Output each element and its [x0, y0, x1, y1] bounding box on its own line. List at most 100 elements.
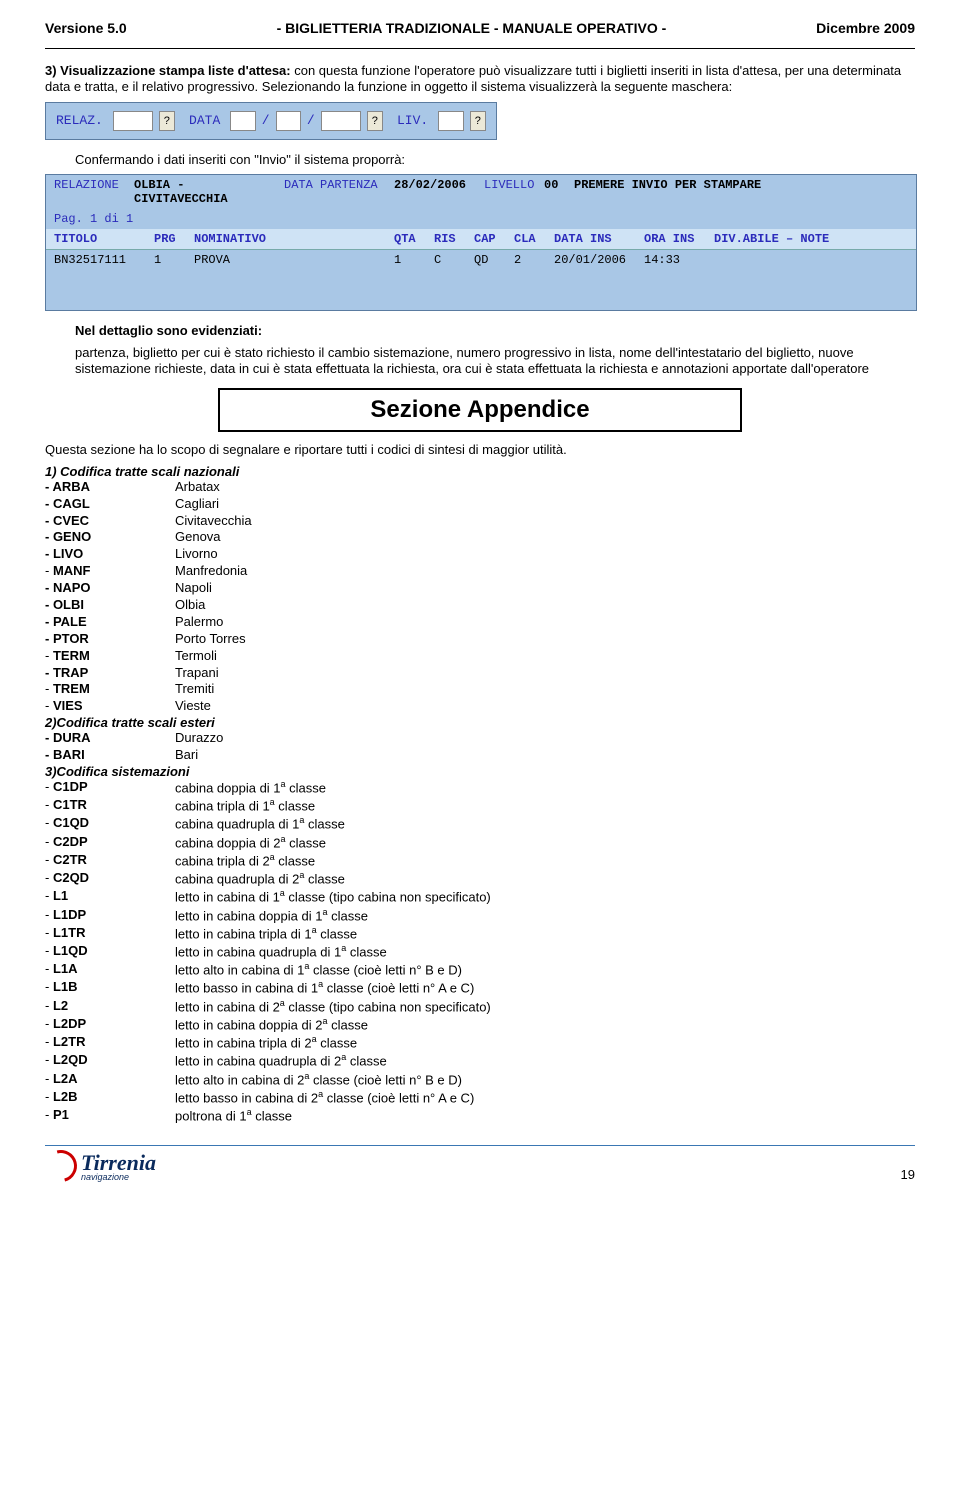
confirm-paragraph: Confermando i dati inseriti con "Invio" …: [75, 152, 915, 168]
code-value: - TRAP: [45, 665, 175, 682]
code-row: - L2Aletto alto in cabina di 2a classe (…: [45, 1071, 915, 1089]
section-2-title: 2)Codifica tratte scali esteri: [45, 715, 915, 730]
code-label: letto in cabina quadrupla di 1a classe: [175, 943, 387, 961]
tirrenia-logo: Tirrenia navigazione: [45, 1150, 156, 1182]
code-label: cabina quadrupla di 1a classe: [175, 815, 345, 833]
code-value: - C1QD: [45, 815, 175, 833]
code-label: Termoli: [175, 648, 217, 665]
code-label: Palermo: [175, 614, 223, 631]
code-row: - L1letto in cabina di 1a classe (tipo c…: [45, 888, 915, 906]
code-label: letto in cabina doppia di 2a classe: [175, 1016, 368, 1034]
code-label: Genova: [175, 529, 221, 546]
code-label: Napoli: [175, 580, 212, 597]
help-icon[interactable]: ?: [470, 111, 486, 131]
code-row: - L1Bletto basso in cabina di 1a classe …: [45, 979, 915, 997]
logo-swoosh-icon: [39, 1144, 83, 1188]
code-value: - L1TR: [45, 925, 175, 943]
mask1-day-field[interactable]: [230, 111, 255, 131]
code-row: - ARBAArbatax: [45, 479, 915, 496]
code-label: Olbia: [175, 597, 205, 614]
code-label: Cagliari: [175, 496, 219, 513]
national-codes-list: - ARBAArbatax- CAGLCagliari- CVECCivitav…: [45, 479, 915, 715]
code-row: - BARIBari: [45, 747, 915, 764]
code-value: - TREM: [45, 681, 175, 698]
m2-dp-lbl: DATA PARTENZA: [284, 178, 394, 192]
code-row: - C1QDcabina quadrupla di 1a classe: [45, 815, 915, 833]
input-mask-1: RELAZ. ? DATA / / ? LIV. ?: [45, 102, 497, 140]
code-row: - P1poltrona di 1a classe: [45, 1107, 915, 1125]
m2-cell: 1: [154, 253, 194, 267]
m2-cell: C: [434, 253, 474, 267]
code-value: - DURA: [45, 730, 175, 747]
accommodation-codes-list: - C1DPcabina doppia di 1a classe- C1TRca…: [45, 779, 915, 1125]
page-header: Versione 5.0 - BIGLIETTERIA TRADIZIONALE…: [45, 20, 915, 36]
code-label: Livorno: [175, 546, 218, 563]
code-label: letto in cabina di 1a classe (tipo cabin…: [175, 888, 491, 906]
m2-col-header: DATA INS: [554, 232, 644, 246]
p3-title: 3) Visualizzazione stampa liste d'attesa…: [45, 63, 291, 78]
code-row: - CVECCivitavecchia: [45, 513, 915, 530]
code-row: - L2DPletto in cabina doppia di 2a class…: [45, 1016, 915, 1034]
m2-cell: 1: [394, 253, 434, 267]
m2-cell: QD: [474, 253, 514, 267]
code-label: cabina tripla di 1a classe: [175, 797, 315, 815]
mask1-liv-field[interactable]: [438, 111, 463, 131]
code-label: Bari: [175, 747, 198, 764]
m2-liv-val: 00: [544, 178, 574, 192]
code-label: letto basso in cabina di 1a classe (cioè…: [175, 979, 474, 997]
code-row: - TREMTremiti: [45, 681, 915, 698]
help-icon[interactable]: ?: [159, 111, 175, 131]
section-3-title: 3)Codifica sistemazioni: [45, 764, 915, 779]
code-value: - C2TR: [45, 852, 175, 870]
code-value: - L2B: [45, 1089, 175, 1107]
code-label: letto in cabina quadrupla di 2a classe: [175, 1052, 387, 1070]
code-row: - C2QDcabina quadrupla di 2a classe: [45, 870, 915, 888]
m2-liv-lbl: LIVELLO: [484, 178, 544, 192]
m2-dp-val: 28/02/2006: [394, 178, 484, 192]
m2-pag: Pag. 1 di 1: [54, 212, 133, 226]
m2-rel-val: OLBIA - CIVITAVECCHIA: [134, 178, 284, 206]
code-row: - LIVOLivorno: [45, 546, 915, 563]
code-label: Civitavecchia: [175, 513, 252, 530]
code-label: cabina quadrupla di 2a classe: [175, 870, 345, 888]
code-row: - L2letto in cabina di 2a classe (tipo c…: [45, 998, 915, 1016]
code-row: - OLBIOlbia: [45, 597, 915, 614]
code-value: - CVEC: [45, 513, 175, 530]
mask1-month-field[interactable]: [276, 111, 301, 131]
code-value: - L2A: [45, 1071, 175, 1089]
code-row: - L1DPletto in cabina doppia di 1a class…: [45, 907, 915, 925]
code-row: - L2TRletto in cabina tripla di 2a class…: [45, 1034, 915, 1052]
code-label: letto in cabina tripla di 1a classe: [175, 925, 357, 943]
m2-cell: 14:33: [644, 253, 714, 267]
code-value: - LIVO: [45, 546, 175, 563]
m2-col-header: NOMINATIVO: [194, 232, 394, 246]
code-value: - L1: [45, 888, 175, 906]
code-label: Durazzo: [175, 730, 223, 747]
help-icon[interactable]: ?: [367, 111, 383, 131]
code-value: - L2DP: [45, 1016, 175, 1034]
code-value: - TERM: [45, 648, 175, 665]
hdr-right: Dicembre 2009: [816, 20, 915, 36]
detail-title: Nel dettaglio sono evidenziati:: [75, 323, 915, 339]
hdr-left: Versione 5.0: [45, 20, 127, 36]
code-value: - BARI: [45, 747, 175, 764]
code-row: - NAPONapoli: [45, 580, 915, 597]
code-label: Porto Torres: [175, 631, 246, 648]
m2-col-header: QTA: [394, 232, 434, 246]
m2-col-header: ORA INS: [644, 232, 714, 246]
code-value: - L2QD: [45, 1052, 175, 1070]
section-1-title: 1) Codifica tratte scali nazionali: [45, 464, 915, 479]
code-row: - VIESVieste: [45, 698, 915, 715]
code-label: letto in cabina tripla di 2a classe: [175, 1034, 357, 1052]
code-label: Arbatax: [175, 479, 220, 496]
m2-col-header: RIS: [434, 232, 474, 246]
code-label: poltrona di 1a classe: [175, 1107, 292, 1125]
mask1-relaz-field[interactable]: [113, 111, 153, 131]
code-value: - L1A: [45, 961, 175, 979]
mask1-year-field[interactable]: [321, 111, 361, 131]
code-value: - L1DP: [45, 907, 175, 925]
code-row: - C2TRcabina tripla di 2a classe: [45, 852, 915, 870]
m2-cell: BN32517111: [54, 253, 154, 267]
code-row: - TRAPTrapani: [45, 665, 915, 682]
code-value: - PALE: [45, 614, 175, 631]
